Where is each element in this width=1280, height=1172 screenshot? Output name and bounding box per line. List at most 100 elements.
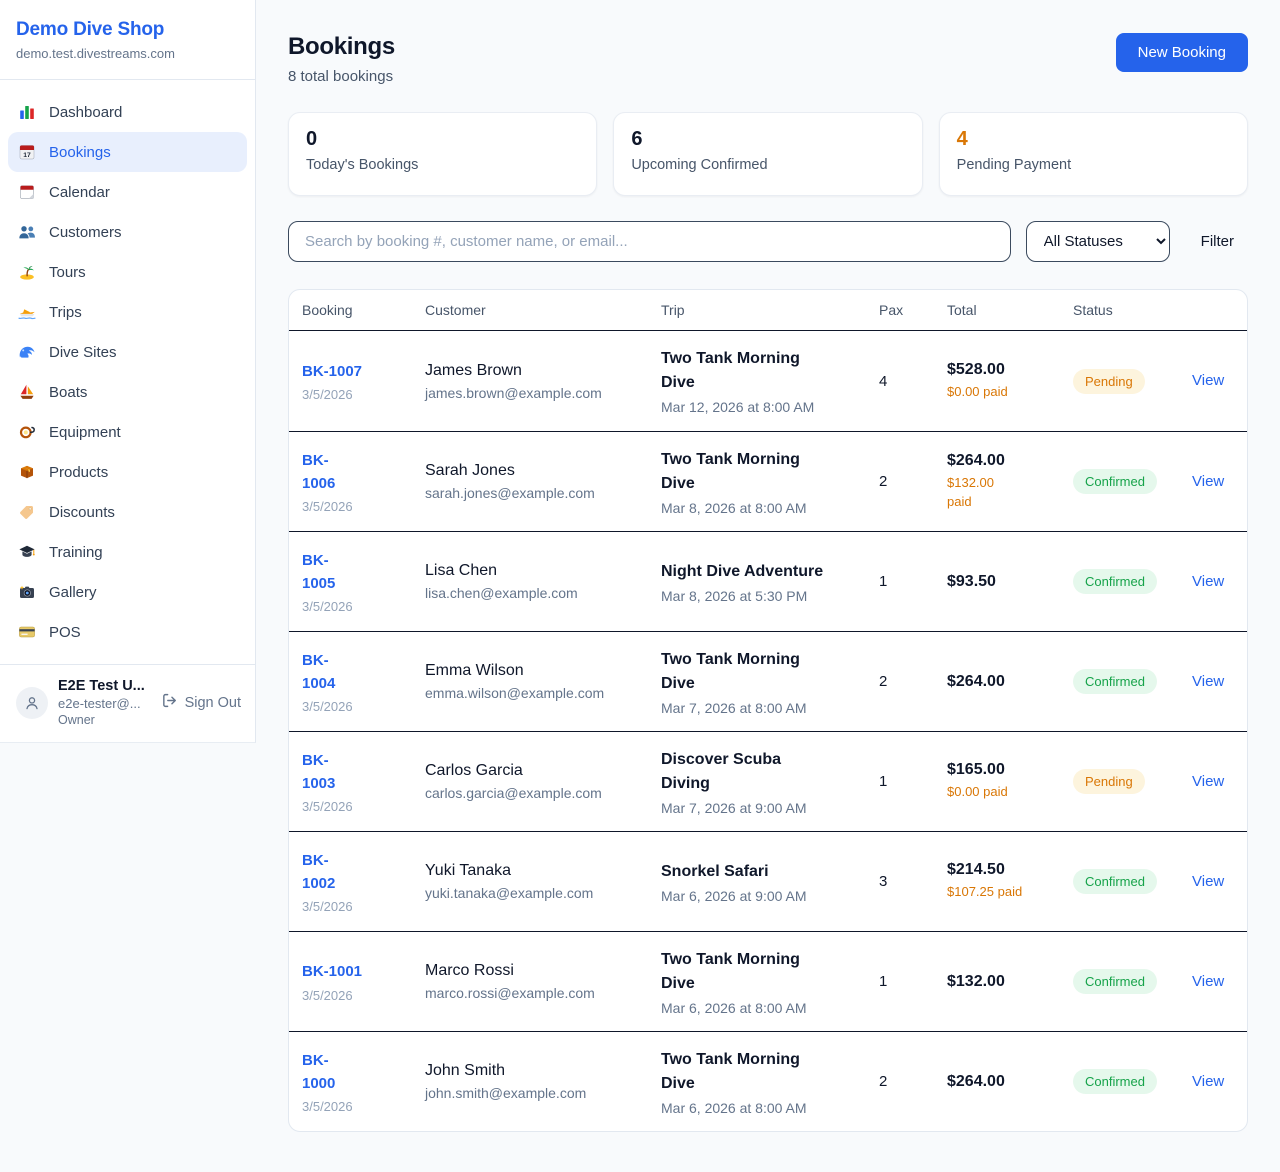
wave-icon xyxy=(18,343,36,361)
sidebar-item-calendar[interactable]: Calendar xyxy=(8,172,247,212)
table-row: BK-1006 3/5/2026 Sarah Jones sarah.jones@ex… xyxy=(289,431,1247,531)
view-link[interactable]: View xyxy=(1192,372,1225,389)
sidebar-item-gallery[interactable]: Gallery xyxy=(8,572,247,612)
trip-cell: Two Tank Morning Dive Mar 6, 2026 at 8:00… xyxy=(661,948,879,1016)
booking-date: 3/5/2026 xyxy=(302,599,353,615)
view-link[interactable]: View xyxy=(1192,772,1225,790)
bar-chart-icon xyxy=(18,103,36,121)
package-icon xyxy=(18,463,36,481)
booking-number-link[interactable]: BK-1002 xyxy=(302,851,336,892)
column-header-status: Status xyxy=(1073,302,1113,318)
customer-email: lisa.chen@example.com xyxy=(425,585,578,601)
customer-cell: Lisa Chen lisa.chen@example.com xyxy=(425,562,661,601)
trip-cell: Two Tank Morning Dive Mar 12, 2026 at 8:0… xyxy=(661,347,879,415)
booking-number-link[interactable]: BK-1005 xyxy=(302,551,336,592)
search-input[interactable] xyxy=(288,221,1011,262)
booking-date: 3/5/2026 xyxy=(302,799,353,815)
sign-out-button[interactable]: Sign Out xyxy=(161,692,241,713)
view-link[interactable]: View xyxy=(1192,572,1225,590)
user-role: Owner xyxy=(58,713,95,727)
view-link[interactable]: View xyxy=(1192,472,1225,490)
sidebar-item-label: Dive Sites xyxy=(49,343,117,361)
sidebar-item-bookings[interactable]: 17 Bookings xyxy=(8,132,247,172)
sidebar-item-training[interactable]: Training xyxy=(8,532,247,572)
sidebar-item-products[interactable]: Products xyxy=(8,452,247,492)
trip-name: Snorkel Safari xyxy=(661,862,769,880)
calendar-icon xyxy=(18,183,36,201)
sidebar-item-pos[interactable]: POS xyxy=(8,612,247,652)
customer-email: yuki.tanaka@example.com xyxy=(425,885,594,901)
booking-number-link[interactable]: BK-1007 xyxy=(302,362,363,380)
sidebar-item-label: Gallery xyxy=(49,583,97,601)
column-header-total: Total xyxy=(947,302,977,318)
status-cell: Confirmed xyxy=(1073,969,1192,994)
booking-number-link[interactable]: BK-1006 xyxy=(302,451,336,492)
sidebar-item-tours[interactable]: Tours xyxy=(8,252,247,292)
sidebar-item-boats[interactable]: Boats xyxy=(8,372,247,412)
total-amount: $528.00 xyxy=(947,360,1005,378)
page-header: Bookings 8 total bookings New Booking xyxy=(288,33,1248,85)
view-link[interactable]: View xyxy=(1192,972,1225,990)
booking-number-link[interactable]: BK-1000 xyxy=(302,1051,336,1092)
customer-cell: Carlos Garcia carlos.garcia@example.com xyxy=(425,762,661,801)
total-amount: $214.50 xyxy=(947,861,1005,879)
table-header-row: Booking Customer Trip Pax Total Status xyxy=(289,290,1247,331)
booking-date: 3/5/2026 xyxy=(302,499,353,515)
status-badge: Confirmed xyxy=(1073,669,1157,694)
status-filter-select[interactable]: All Statuses xyxy=(1025,221,1170,262)
filters-bar: All Statuses Filter xyxy=(288,221,1248,262)
pax-cell: 3 xyxy=(879,873,888,890)
new-booking-button[interactable]: New Booking xyxy=(1115,33,1248,72)
view-link[interactable]: View xyxy=(1192,872,1225,890)
booking-number-link[interactable]: BK-1001 xyxy=(302,963,363,981)
sidebar-nav: Dashboard 17 Bookings Calendar Customers Tour… xyxy=(0,80,255,664)
column-header-pax: Pax xyxy=(879,302,904,318)
total-cell: $165.00 $0.00 paid xyxy=(947,761,1073,802)
brand-domain: demo.test.divestreams.com xyxy=(16,46,175,61)
pax-cell: 1 xyxy=(879,573,888,590)
sign-out-label: Sign Out xyxy=(184,694,241,711)
view-link[interactable]: View xyxy=(1192,1072,1225,1090)
sidebar-item-dashboard[interactable]: Dashboard xyxy=(8,92,247,132)
paid-amount: $0.00 paid xyxy=(947,784,1008,800)
stat-value: 6 xyxy=(631,128,643,150)
booking-number-link[interactable]: BK-1003 xyxy=(302,751,336,792)
view-cell: View xyxy=(1192,673,1247,691)
total-cell: $214.50 $107.25 paid xyxy=(947,861,1073,902)
sidebar-item-dive-sites[interactable]: Dive Sites xyxy=(8,332,247,372)
trip-cell: Two Tank Morning Dive Mar 7, 2026 at 8:00… xyxy=(661,648,879,716)
sidebar-item-trips[interactable]: Trips xyxy=(8,292,247,332)
stat-card-pending-payment: 4 Pending Payment xyxy=(938,112,1248,196)
paid-amount: $107.25 paid xyxy=(947,884,1023,900)
trip-name: Two Tank Morning Dive xyxy=(661,450,800,492)
booking-number-link[interactable]: BK-1004 xyxy=(302,651,336,692)
trip-name: Night Dive Adventure xyxy=(661,562,824,580)
table-row: BK-1002 3/5/2026 Yuki Tanaka yuki.tanaka@ex… xyxy=(289,831,1247,931)
booking-date: 3/5/2026 xyxy=(302,899,353,915)
sidebar-item-label: Training xyxy=(49,543,103,561)
user-email: e2e-tester@... xyxy=(58,696,141,711)
brand: Demo Dive Shop demo.test.divestreams.com xyxy=(0,0,255,80)
sidebar-item-label: Boats xyxy=(49,383,88,401)
users-icon xyxy=(18,223,36,241)
view-link[interactable]: View xyxy=(1192,672,1225,690)
brand-name[interactable]: Demo Dive Shop xyxy=(16,19,165,40)
status-cell: Confirmed xyxy=(1073,469,1192,494)
view-cell: View xyxy=(1192,1073,1247,1091)
booking-cell: BK-1002 3/5/2026 xyxy=(302,849,425,915)
stat-label: Pending Payment xyxy=(956,157,1072,173)
trip-datetime: Mar 7, 2026 at 9:00 AM xyxy=(661,799,807,816)
customer-name: Emma Wilson xyxy=(425,662,524,679)
pax-cell: 2 xyxy=(879,1073,888,1090)
sidebar-item-customers[interactable]: Customers xyxy=(8,212,247,252)
sidebar-item-label: Tours xyxy=(49,263,86,281)
sidebar-item-discounts[interactable]: Discounts xyxy=(8,492,247,532)
status-cell: Pending xyxy=(1073,769,1192,794)
table-row: BK-1005 3/5/2026 Lisa Chen lisa.chen@exampl… xyxy=(289,531,1247,631)
trip-name: Two Tank Morning Dive xyxy=(661,650,800,692)
sidebar-item-label: Customers xyxy=(49,223,122,241)
sidebar-item-equipment[interactable]: Equipment xyxy=(8,412,247,452)
trip-cell: Snorkel Safari Mar 6, 2026 at 9:00 AM xyxy=(661,860,879,904)
filter-button[interactable]: Filter xyxy=(1200,233,1234,250)
